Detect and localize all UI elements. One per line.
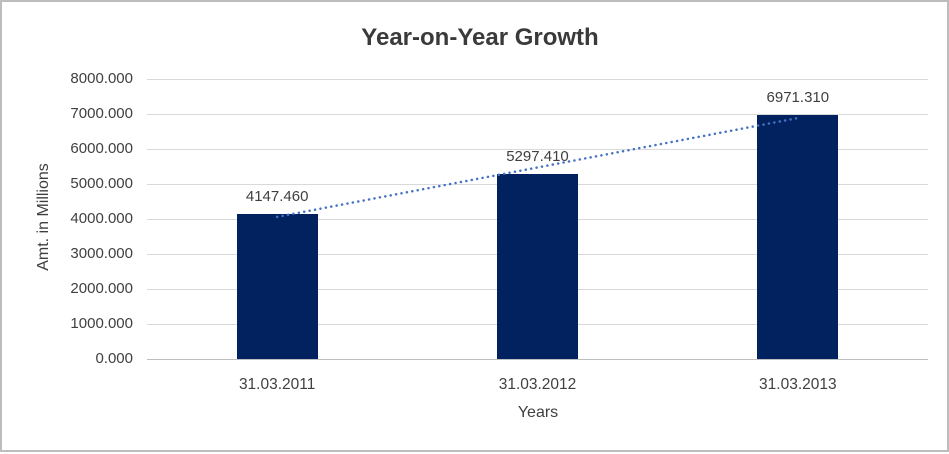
y-tick-label: 8000.000 [70,70,133,87]
bar [236,213,318,359]
data-label: 5297.410 [506,147,569,165]
x-tick-label: 31.03.2013 [759,376,837,393]
bar [757,115,839,359]
y-tick-label: 2000.000 [70,280,133,297]
y-tick-label: 7000.000 [70,105,133,122]
x-axis-line [147,359,928,360]
x-tick-label: 31.03.2012 [498,376,577,393]
data-label: 6971.310 [766,89,830,106]
x-tick-label: 31.03.2011 [238,376,316,393]
y-tick-label: 5000.000 [70,175,133,192]
chart-title: Year-on-Year Growth [361,24,599,51]
gridline [147,114,928,115]
data-label: 4147.460 [245,187,309,205]
y-tick-label: 3000.000 [70,245,133,262]
gridline [147,79,928,80]
y-tick-label: 4000.000 [70,210,133,227]
y-tick-label: 1000.000 [70,315,133,332]
bar [497,173,578,359]
x-axis-title: Years [517,404,559,421]
y-tick-label: 0.000 [95,350,133,367]
y-tick-label: 6000.000 [70,140,133,157]
